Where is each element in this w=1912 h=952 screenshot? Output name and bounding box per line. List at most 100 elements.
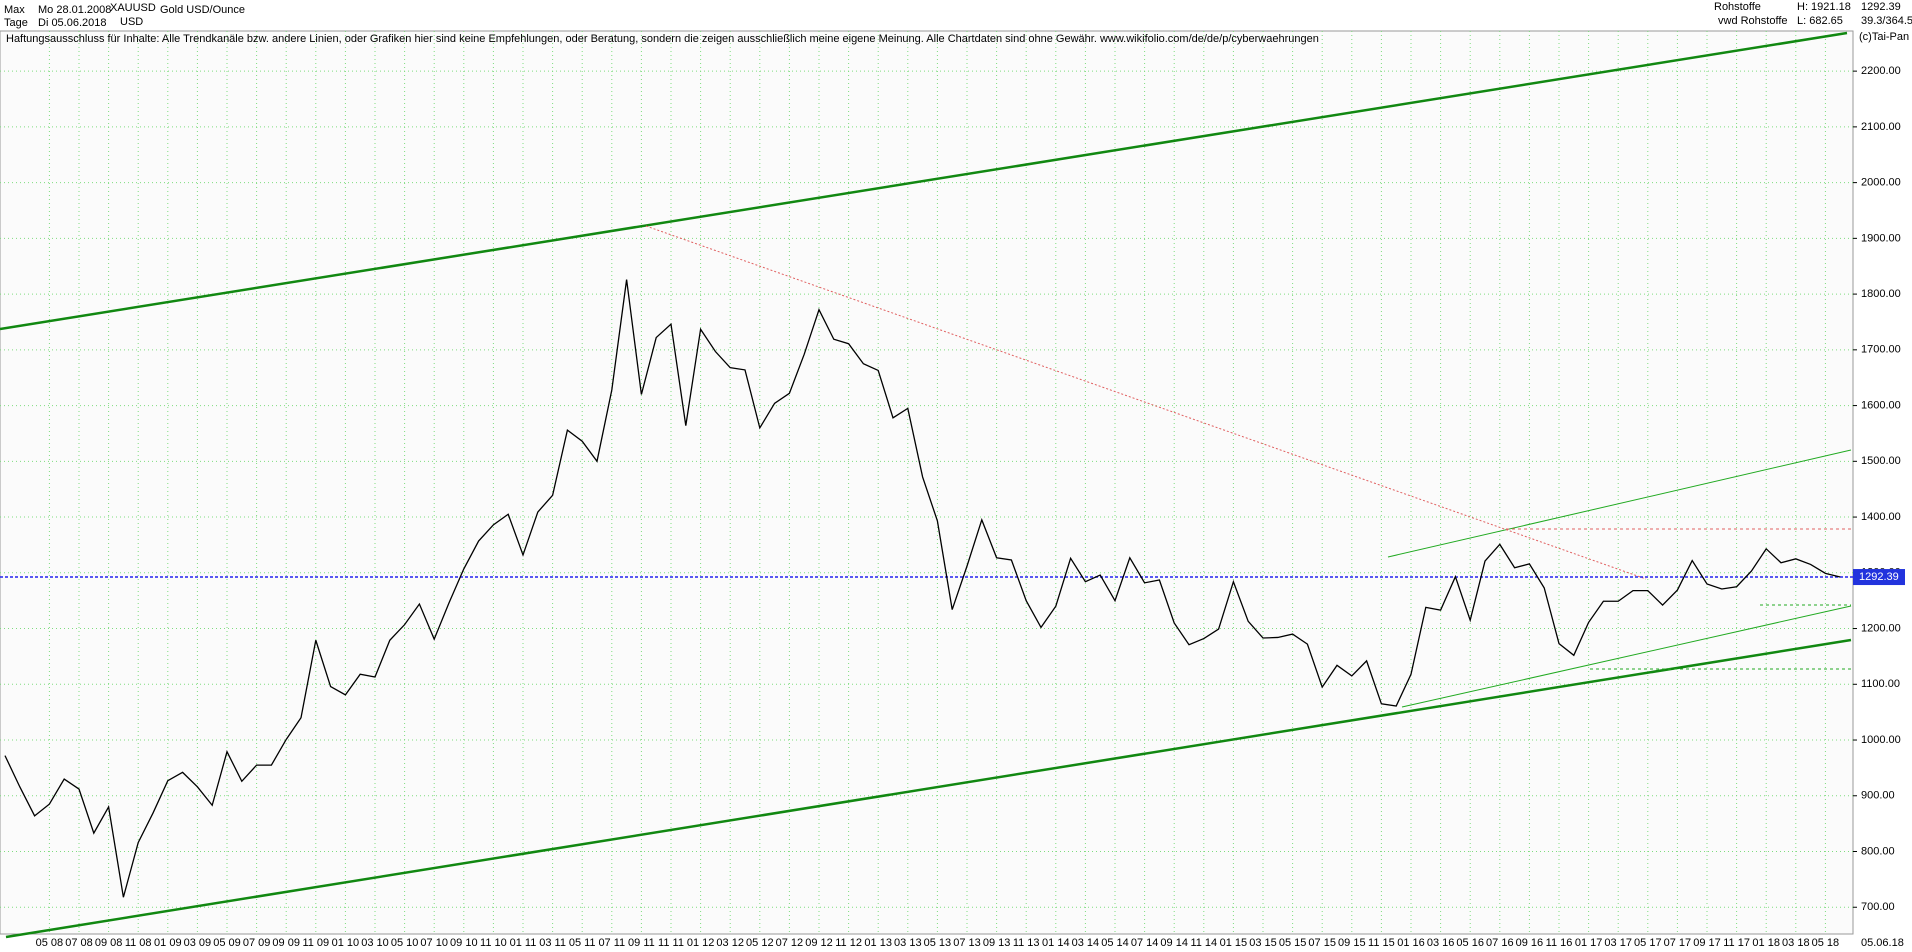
x-tick-label: 05 08 — [36, 937, 64, 949]
x-tick-label: 01 17 — [1575, 937, 1603, 949]
y-tick-label: 1400.00 — [1861, 511, 1901, 523]
x-tick-label: 03 17 — [1604, 937, 1632, 949]
y-tick-label: 800.00 — [1861, 845, 1895, 857]
x-tick-label: 09 14 — [1160, 937, 1188, 949]
grid — [0, 31, 1853, 934]
y-tick-label: 1100.00 — [1861, 678, 1900, 690]
x-tick-label: 03 11 — [539, 937, 566, 949]
x-tick-label: 05 10 — [391, 937, 419, 949]
x-tick-label: 03 10 — [361, 937, 389, 949]
x-tick-label: 07 17 — [1664, 937, 1692, 949]
x-tick-label: 11 08 — [125, 937, 152, 949]
symbol: XAUUSD — [110, 2, 156, 14]
y-tick-label: 1200.00 — [1861, 622, 1901, 634]
x-tick-label: 01 10 — [332, 937, 360, 949]
y-tick-label: 1900.00 — [1861, 232, 1901, 244]
x-tick-label: 07 13 — [953, 937, 981, 949]
x-tick-label: 01 13 — [864, 937, 892, 949]
x-tick-label: 09 17 — [1693, 937, 1721, 949]
x-tick-label: 01 12 — [687, 937, 715, 949]
x-tick-label: 09 13 — [983, 937, 1011, 949]
x-tick-label: 11 10 — [480, 937, 507, 949]
x-tick-label: 01 09 — [154, 937, 182, 949]
y-tick-label: 1600.00 — [1861, 399, 1901, 411]
y-tick-label: 1500.00 — [1861, 455, 1901, 467]
x-tick-label: 09 11 — [628, 937, 655, 949]
x-tick-label: 07 16 — [1486, 937, 1514, 949]
y-tick-label: 1800.00 — [1861, 288, 1901, 300]
copyright: (c)Tai-Pan — [1859, 31, 1909, 43]
interval[interactable]: Tage — [4, 17, 28, 29]
y-tick-label: 1000.00 — [1861, 734, 1901, 746]
x-tick-label: 01 16 — [1397, 937, 1425, 949]
end-date: Di 05.06.2018 — [38, 17, 107, 29]
y-tick-label: 900.00 — [1861, 790, 1895, 802]
x-tick-label: 11 14 — [1190, 937, 1217, 949]
x-tick-label: 11 11 — [658, 937, 684, 949]
x-tick-label: 05 18 — [1812, 937, 1840, 949]
y-tick-label: 1700.00 — [1861, 344, 1901, 356]
x-tick-label: 07 12 — [776, 937, 804, 949]
ratio: 39.3/364.5 — [1861, 15, 1912, 27]
x-tick-label: 05 15 — [1279, 937, 1307, 949]
price-line — [4, 279, 1841, 898]
x-tick-label: 11 09 — [302, 937, 329, 949]
x-tick-label: 11 13 — [1013, 937, 1040, 949]
trend-line — [645, 225, 1647, 580]
plot-area — [0, 30, 1854, 935]
x-tick-label: 01 15 — [1220, 937, 1248, 949]
x-tick-label: 09 08 — [95, 937, 123, 949]
trend-line — [1387, 449, 1852, 558]
x-tick-label: 07 08 — [65, 937, 93, 949]
last-price: 1292.39 — [1861, 1, 1901, 13]
currency: USD — [120, 16, 143, 28]
x-tick-label: 03 18 — [1782, 937, 1810, 949]
trend-line — [5, 638, 1852, 939]
x-tick-label: 05 16 — [1456, 937, 1484, 949]
x-tick-label: 07 14 — [1131, 937, 1159, 949]
x-tick-label: 09 09 — [272, 937, 300, 949]
range-mode[interactable]: Max — [4, 4, 25, 16]
x-tick-label: 05 14 — [1101, 937, 1129, 949]
x-tick-label: 07 09 — [243, 937, 271, 949]
source: vwd Rohstoffe — [1718, 15, 1788, 27]
x-tick-label: 03 13 — [894, 937, 922, 949]
x-tick-label: 03 15 — [1249, 937, 1277, 949]
x-tick-label: 03 14 — [1072, 937, 1100, 949]
disclaimer: Haftungsausschluss für Inhalte: Alle Tre… — [6, 33, 1319, 45]
x-tick-label: 11 17 — [1723, 937, 1750, 949]
group: Rohstoffe — [1714, 1, 1761, 13]
trend-line — [1401, 605, 1852, 708]
x-tick-label: 07 15 — [1308, 937, 1336, 949]
x-tick-label: 01 11 — [510, 937, 537, 949]
last-price-box — [1853, 569, 1905, 586]
x-tick-label: 01 18 — [1752, 937, 1780, 949]
x-tick-label: 03 16 — [1427, 937, 1455, 949]
y-tick-label: 2000.00 — [1861, 177, 1901, 189]
x-tick-label: 07 10 — [420, 937, 448, 949]
y-tick-label: 700.00 — [1861, 901, 1895, 913]
x-tick-label: 05 11 — [569, 937, 596, 949]
x-tick-label: 01 14 — [1042, 937, 1070, 949]
x-tick-label: 09 15 — [1338, 937, 1366, 949]
y-tick-label: 2100.00 — [1861, 121, 1901, 133]
x-tick-label: 05 17 — [1634, 937, 1662, 949]
x-tick-label: 09 16 — [1516, 937, 1544, 949]
x-tick-label: 03 12 — [716, 937, 744, 949]
x-tick-label: 05 13 — [924, 937, 952, 949]
x-tick-label: 05 09 — [213, 937, 241, 949]
date-label: 05.06.18 — [1861, 937, 1904, 949]
last-price-label: 1292.39 — [1859, 571, 1899, 583]
x-tick-label: 03 09 — [184, 937, 212, 949]
start-date: Mo 28.01.2008 — [38, 4, 111, 16]
trend-line — [0, 31, 1848, 331]
x-tick-label: 09 12 — [805, 937, 833, 949]
x-tick-label: 11 16 — [1546, 937, 1573, 949]
low: L: 682.65 — [1797, 15, 1843, 27]
x-tick-label: 11 15 — [1368, 937, 1395, 949]
x-tick-label: 05 12 — [746, 937, 774, 949]
x-tick-label: 09 10 — [450, 937, 478, 949]
x-tick-label: 07 11 — [598, 937, 625, 949]
